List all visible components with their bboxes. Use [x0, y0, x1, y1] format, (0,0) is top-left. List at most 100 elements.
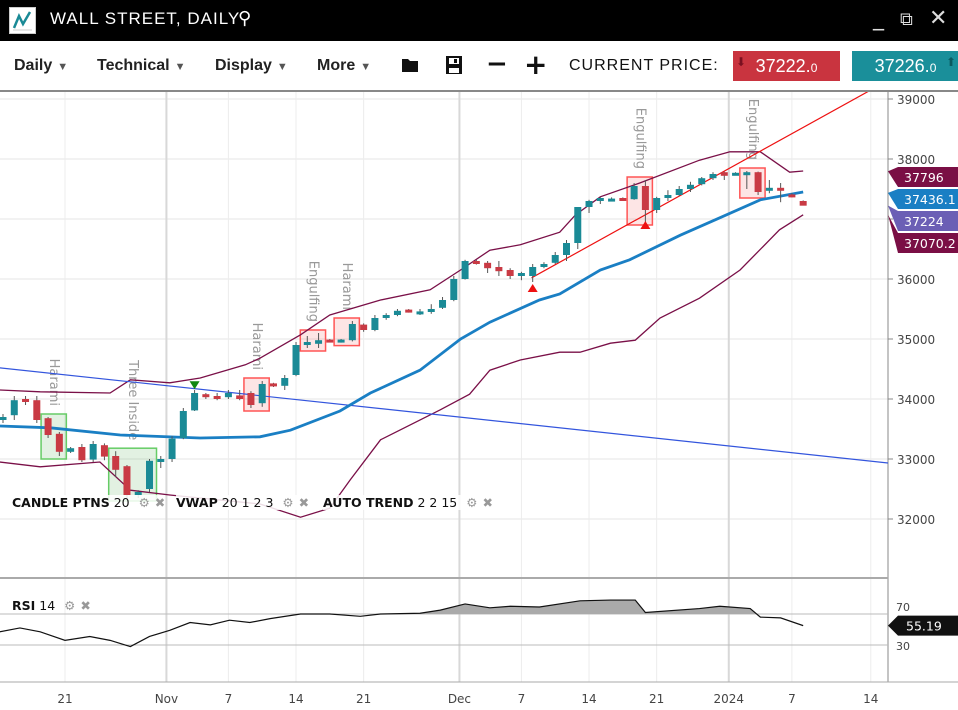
more-menu[interactable]: More ▼: [317, 57, 371, 75]
y-tick-label: 36000: [897, 273, 935, 287]
indicator-name: VWAP: [176, 495, 218, 510]
chart-logo-icon: [9, 7, 36, 34]
candle-body: [168, 438, 176, 459]
candle-body: [585, 201, 593, 207]
candle-body: [427, 309, 435, 312]
candle-body: [743, 172, 751, 176]
candle-body: [67, 448, 75, 452]
title-bar: WALL STREET, DAILY ⚲ _ ⧉ ✕: [0, 0, 958, 41]
candle-body: [258, 384, 266, 404]
candle-body: [337, 339, 345, 343]
candle-body: [799, 201, 807, 206]
candle-body: [641, 186, 649, 210]
y-tick-label: 35000: [897, 333, 935, 347]
y-tick-label: 33000: [897, 453, 935, 467]
pattern-label: Engulfing: [632, 108, 647, 169]
price-tag: [888, 214, 958, 253]
candle-body: [709, 174, 717, 179]
candle-body: [213, 396, 221, 399]
candle-body: [551, 255, 559, 263]
candle-body: [44, 418, 52, 435]
price-tag-label: 37796: [904, 170, 944, 185]
candle-body: [393, 310, 401, 315]
folder-icon[interactable]: [401, 55, 421, 79]
close-icon[interactable]: ✖: [298, 495, 310, 510]
trend-line: [0, 367, 888, 464]
current-price-label: CURRENT PRICE:: [569, 57, 719, 74]
x-tick-label: 14: [581, 692, 596, 706]
candle-body: [55, 433, 63, 452]
candle-body: [123, 466, 131, 495]
x-tick-label: 7: [788, 692, 796, 706]
candle-body: [619, 198, 627, 201]
candle-body: [360, 324, 368, 330]
candle-body: [281, 378, 289, 386]
candle-body: [484, 262, 492, 269]
candle-body: [664, 195, 672, 198]
rsi-value-tag: [888, 615, 958, 636]
candle-body: [472, 261, 480, 264]
price-tag: [888, 167, 958, 187]
close-icon[interactable]: ✖: [154, 495, 166, 510]
close-button[interactable]: ✕: [929, 6, 948, 31]
rsi-level-label: 70: [896, 601, 910, 614]
caret-down-icon: ▼: [276, 61, 288, 73]
x-tick-label: Dec: [448, 692, 471, 706]
vwap-legend: VWAP 20 1 2 3 ⚙ ✖: [176, 495, 310, 510]
gear-icon[interactable]: ⚙: [282, 495, 294, 510]
x-tick-label: 14: [863, 692, 878, 706]
arrow-up-icon: ⬆: [945, 55, 956, 69]
zoom-in-button[interactable]: +: [524, 48, 548, 81]
restore-button[interactable]: ⧉: [900, 9, 913, 30]
candle-body: [89, 444, 97, 460]
buy-price-decimal: 0: [929, 61, 937, 75]
candle-body: [788, 194, 796, 198]
candle-body: [78, 447, 86, 461]
price-tag-label: 37436.1: [904, 192, 956, 207]
y-tick-label: 32000: [897, 513, 935, 527]
floppy-icon[interactable]: [445, 55, 463, 80]
technical-menu[interactable]: Technical ▼: [97, 57, 186, 75]
buy-price-button[interactable]: ⬆ 37226.0: [852, 51, 958, 81]
close-icon[interactable]: ✖: [80, 598, 91, 613]
candle-body: [777, 187, 785, 191]
candle-body: [146, 460, 154, 489]
x-tick-label: 7: [518, 692, 526, 706]
rsi-level-label: 30: [896, 640, 910, 653]
minimize-button[interactable]: _: [873, 6, 884, 31]
zoom-out-button[interactable]: −: [486, 49, 508, 79]
candle-body: [10, 400, 18, 416]
rsi-legend: RSI 14 ⚙ ✖: [12, 598, 91, 613]
candle-body: [596, 198, 604, 201]
pattern-label: Three Inside: [125, 359, 140, 440]
pattern-label: Harami: [249, 323, 264, 370]
x-tick-label: 21: [57, 692, 72, 706]
arrow-down-icon: ⬇: [736, 55, 747, 69]
candle-body: [686, 184, 694, 189]
pattern-label: Harami: [46, 359, 61, 406]
sell-price-button[interactable]: ⬇ 37222.0: [733, 51, 840, 81]
caret-down-icon: ▼: [174, 61, 186, 73]
gear-icon[interactable]: ⚙: [64, 598, 76, 613]
timeframe-menu[interactable]: Daily ▼: [14, 57, 68, 75]
candle-body: [461, 261, 469, 279]
x-tick-label: Nov: [155, 692, 178, 706]
gear-icon[interactable]: ⚙: [138, 495, 150, 510]
caret-down-icon: ▼: [57, 61, 69, 73]
candle-body: [698, 178, 706, 185]
candle-body: [754, 172, 762, 192]
indicator-params: 14: [39, 598, 56, 613]
candle-body: [416, 311, 424, 315]
close-icon[interactable]: ✖: [482, 495, 493, 510]
candle-body: [157, 459, 165, 462]
candle-body: [765, 187, 773, 191]
gear-icon[interactable]: ⚙: [466, 495, 478, 510]
candle-body: [292, 345, 300, 375]
candle-body: [720, 172, 728, 176]
indicator-params: 20 1 2 3: [221, 495, 274, 510]
magnifier-icon[interactable]: ⚲: [238, 8, 252, 29]
pattern-label: Harami: [339, 263, 354, 310]
upper-band-line: [0, 151, 804, 394]
display-menu[interactable]: Display ▼: [215, 57, 288, 75]
